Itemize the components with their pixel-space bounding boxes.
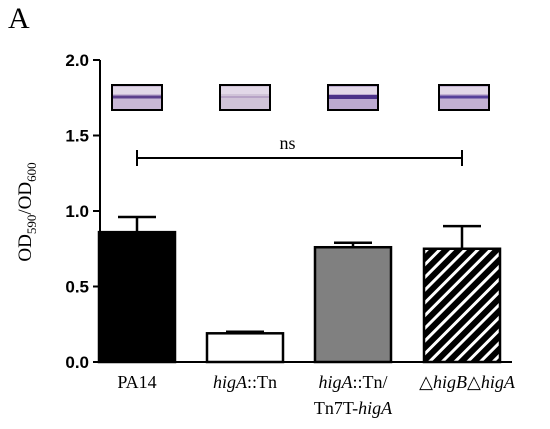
well-stain-band — [440, 95, 488, 99]
bar-1 — [97, 230, 177, 364]
x-category-label: △higB△higA — [419, 372, 516, 392]
bar-3 — [313, 245, 393, 364]
y-axis: 0.0 0.5 1.0 1.5 2.0 — [65, 51, 512, 372]
y-axis-title: OD590/OD600 — [15, 162, 39, 261]
well-images — [111, 84, 490, 111]
x-category-label-line2: Tn7T-higA — [314, 398, 393, 418]
significance-bracket: ns — [136, 133, 463, 166]
well-image-2 — [219, 84, 271, 111]
significance-label: ns — [279, 133, 295, 153]
well-stain-band — [221, 96, 269, 98]
bar-4 — [422, 247, 502, 364]
y-tick-label: 1.0 — [65, 202, 89, 221]
y-tick-label: 1.5 — [65, 127, 89, 146]
well-highlight — [221, 87, 269, 94]
x-category-label: PA14 — [117, 372, 156, 392]
well-highlight — [440, 87, 488, 94]
y-tick-label: 2.0 — [65, 51, 89, 70]
y-tick-label: 0.5 — [65, 278, 89, 297]
well-highlight — [329, 87, 377, 94]
well-image-4 — [438, 84, 490, 111]
well-image-3 — [327, 84, 379, 111]
well-highlight — [113, 87, 161, 94]
bar-2 — [205, 332, 285, 364]
well-stain-band — [113, 95, 161, 99]
x-category-label: higA::Tn/ — [319, 372, 388, 392]
y-axis-label: OD590/OD600 — [15, 162, 39, 261]
well-stain-band — [329, 95, 377, 99]
bars — [97, 215, 502, 364]
x-category-label: higA::Tn — [213, 372, 277, 392]
well-image-1 — [111, 84, 163, 111]
panel-label: A — [8, 2, 30, 35]
y-tick-label: 0.0 — [65, 353, 89, 372]
